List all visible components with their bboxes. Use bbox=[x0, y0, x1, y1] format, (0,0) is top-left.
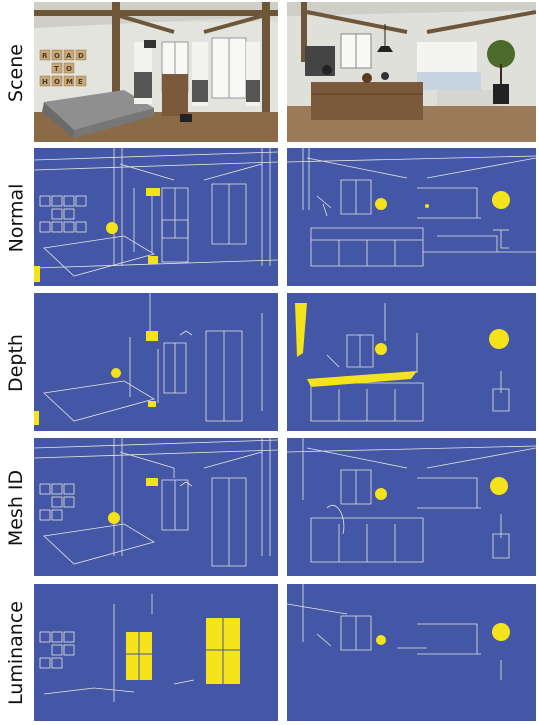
row-label-text: Normal bbox=[5, 183, 27, 252]
scene-living-photo bbox=[287, 2, 536, 142]
row-label-scene: Scene bbox=[0, 0, 32, 145]
svg-text:O: O bbox=[54, 52, 60, 60]
luminance-edge-map-living bbox=[287, 584, 536, 721]
svg-text:H: H bbox=[42, 78, 48, 86]
svg-text:E: E bbox=[78, 78, 83, 86]
row-label-mesh-id: Mesh ID bbox=[0, 435, 32, 580]
svg-text:R: R bbox=[42, 52, 48, 60]
luminance-edge-map-bedroom bbox=[34, 584, 278, 721]
row-label-normal: Normal bbox=[0, 145, 32, 290]
svg-text:T: T bbox=[54, 65, 59, 73]
svg-text:A: A bbox=[66, 52, 72, 60]
normal-edge-map-living bbox=[287, 148, 536, 286]
svg-text:D: D bbox=[78, 52, 84, 60]
depth-edge-map-bedroom bbox=[34, 293, 278, 431]
svg-text:M: M bbox=[66, 78, 73, 86]
row-label-text: Luminance bbox=[5, 600, 28, 705]
svg-text:O: O bbox=[66, 65, 72, 73]
depth-edge-map-living bbox=[287, 293, 536, 431]
row-label-text: Mesh ID bbox=[5, 469, 28, 546]
row-label-text: Depth bbox=[5, 333, 27, 392]
row-label-depth: Depth bbox=[0, 290, 32, 435]
row-label-luminance: Luminance bbox=[0, 580, 32, 725]
svg-text:O: O bbox=[54, 78, 60, 86]
mesh-id-edge-map-bedroom bbox=[34, 438, 278, 576]
row-label-text: Scene bbox=[5, 43, 27, 102]
mesh-id-edge-map-living bbox=[287, 438, 536, 576]
normal-edge-map-bedroom bbox=[34, 148, 278, 286]
